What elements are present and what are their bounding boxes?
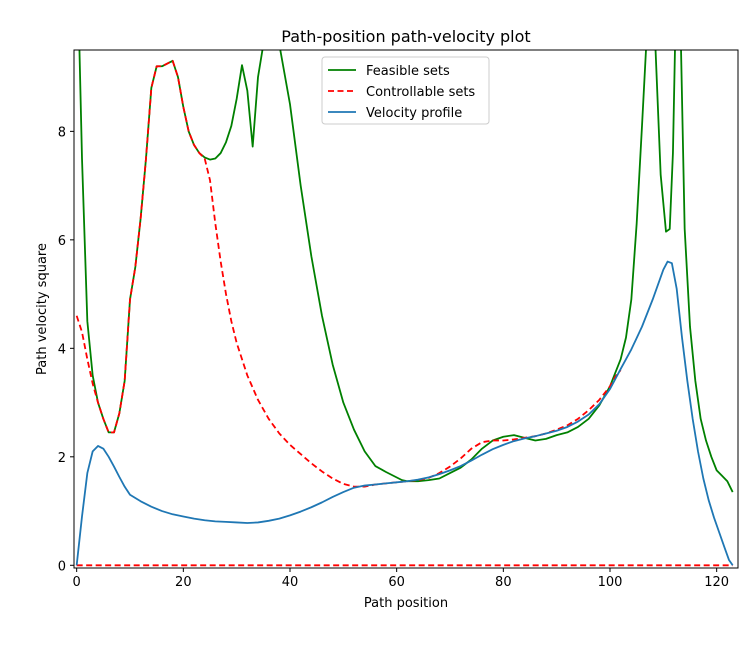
x-tick-label: 100 — [598, 575, 623, 590]
x-axis-label: Path position — [364, 596, 448, 611]
x-tick-label: 80 — [495, 575, 512, 590]
legend-box — [321, 56, 490, 125]
legend-entry: Feasible sets — [366, 64, 450, 79]
series-line-controllable-sets — [75, 59, 622, 488]
series-group — [75, 50, 734, 567]
y-tick-label: 0 — [58, 559, 66, 574]
x-tick-label: 0 — [73, 575, 81, 590]
legend-entry: Controllable sets — [366, 85, 475, 100]
y-tick-label: 2 — [58, 451, 66, 466]
x-tick-label: 40 — [282, 575, 299, 590]
x-tick-label: 60 — [388, 575, 405, 590]
x-tick-label: 120 — [704, 575, 729, 590]
y-tick-label: 8 — [58, 125, 66, 140]
x-tick-label: 20 — [175, 575, 192, 590]
chart-title: Path-position path-velocity plot — [281, 27, 530, 46]
legend-entry: Velocity profile — [366, 106, 462, 121]
series-line-velocity-profile — [75, 260, 734, 566]
y-tick-label: 6 — [58, 234, 66, 249]
plot-frame — [73, 49, 739, 569]
y-axis-label: Path velocity square — [35, 243, 50, 375]
legend: Feasible sets Controllable sets Velocity p… — [321, 56, 490, 125]
y-tick-label: 4 — [58, 342, 66, 357]
